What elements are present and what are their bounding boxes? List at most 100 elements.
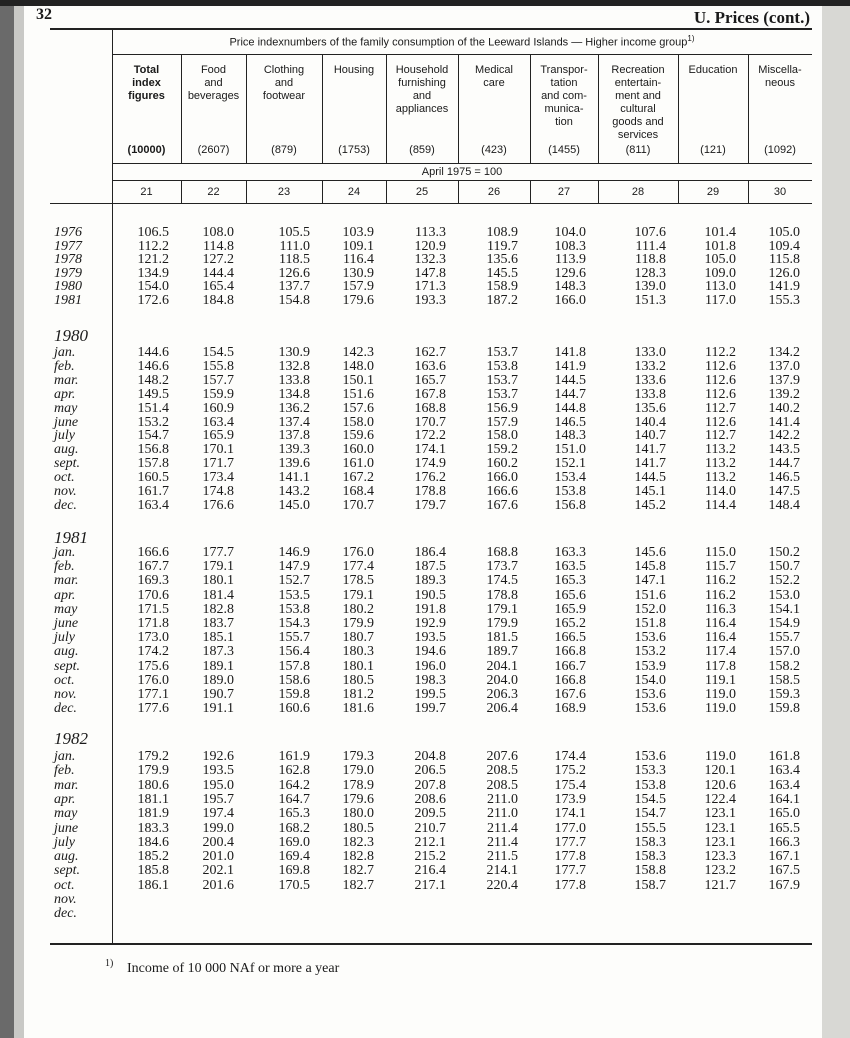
cell: 133.6: [634, 372, 667, 388]
cell: 145.0: [278, 497, 311, 513]
cell: 154.1: [768, 601, 801, 617]
cell: 151.6: [634, 587, 667, 603]
cell: 174.1: [414, 442, 447, 458]
cell: 112.6: [705, 358, 736, 374]
cell: 180.6: [137, 777, 170, 793]
cell: 181.1: [137, 791, 170, 807]
row-label: feb.: [54, 559, 75, 575]
row-label: mar.: [54, 777, 79, 793]
cell: 191.8: [414, 601, 447, 617]
group-heading: 1982: [54, 729, 88, 748]
cell: 147.1: [634, 573, 667, 589]
cell: 171.5: [137, 601, 170, 617]
cell: 180.3: [342, 644, 375, 660]
cell: 109.4: [768, 238, 801, 254]
cell: 145.5: [486, 265, 519, 281]
cell: 185.2: [137, 849, 170, 865]
cell: 175.4: [554, 777, 587, 793]
cell: 105.0: [704, 252, 737, 268]
cell: 163.4: [137, 497, 170, 513]
cell: 174.4: [554, 749, 587, 764]
cell: 115.8: [769, 252, 800, 268]
cell: 115.7: [705, 559, 736, 575]
cell: 182.7: [342, 877, 375, 893]
cell: 146.5: [554, 414, 587, 430]
row-label: dec.: [54, 906, 77, 922]
cell: 178.9: [342, 777, 375, 793]
cell: 181.6: [342, 701, 375, 717]
cell: 158.7: [634, 877, 667, 893]
cell: 197.4: [202, 806, 235, 822]
cell: 182.8: [342, 849, 375, 865]
cell: 144.7: [554, 386, 587, 402]
cell: 179.9: [486, 616, 519, 631]
cell: 180.5: [342, 820, 375, 836]
cell: 112.2: [705, 345, 736, 360]
cell: 113.3: [415, 225, 446, 240]
cell: 154.5: [202, 345, 235, 360]
cell: 199.0: [202, 820, 235, 836]
cell: 140.7: [634, 428, 667, 444]
cell: 166.8: [554, 672, 587, 688]
cell: 114.0: [705, 484, 736, 499]
column-number: 21: [140, 186, 153, 198]
rule: [386, 180, 387, 203]
column-weight: (423): [481, 144, 507, 156]
cell: 159.8: [768, 701, 801, 717]
cell: 128.3: [634, 265, 667, 281]
column-number: 23: [277, 186, 291, 198]
cell: 132.3: [414, 252, 447, 268]
rule: [112, 180, 812, 181]
section-title: U. Prices (cont.): [693, 8, 810, 27]
cell: 187.5: [414, 559, 447, 575]
rule: [458, 55, 459, 163]
row-label: aug.: [54, 849, 79, 865]
cell: 165.6: [554, 587, 587, 603]
cell: 168.8: [486, 545, 519, 560]
column-number: 27: [557, 186, 571, 198]
cell: 143.2: [278, 484, 311, 499]
cell: 167.6: [554, 687, 587, 702]
cell: 158.5: [768, 672, 801, 688]
cell: 114.4: [705, 497, 736, 513]
cell: 165.0: [768, 806, 801, 822]
column-label: Recreation entertain- ment and cultural …: [611, 64, 665, 141]
cell: 160.2: [486, 456, 519, 472]
rule: [458, 180, 459, 203]
cell: 177.8: [554, 849, 587, 865]
cell: 133.8: [634, 386, 667, 402]
cell: 116.4: [705, 630, 736, 646]
cell: 172.2: [414, 428, 447, 444]
cell: 192.9: [414, 616, 447, 631]
cell: 146.5: [768, 470, 801, 486]
cell: 137.7: [278, 279, 311, 295]
cell: 132.8: [278, 358, 311, 374]
cell: 116.4: [705, 616, 736, 631]
cell: 151.4: [137, 400, 170, 416]
cell: 123.1: [704, 834, 737, 850]
cell: 207.6: [486, 749, 519, 764]
cell: 178.8: [486, 587, 519, 603]
rule: [246, 180, 247, 203]
cell: 115.0: [705, 545, 736, 560]
row-label: dec.: [54, 701, 77, 717]
row-label: 1980: [54, 279, 82, 295]
cell: 202.1: [202, 863, 235, 879]
cell: 165.7: [414, 372, 447, 388]
cell: 174.2: [137, 644, 170, 660]
cell: 157.8: [137, 456, 170, 472]
cell: 144.6: [137, 345, 170, 360]
rule: [50, 28, 812, 30]
cell: 146.6: [137, 358, 170, 374]
row-label: 1978: [54, 252, 82, 268]
cell: 173.7: [486, 559, 519, 575]
cell: 175.2: [554, 763, 587, 779]
cell: 101.4: [704, 225, 737, 240]
cell: 206.3: [486, 687, 519, 702]
cell: 165.5: [768, 820, 801, 836]
cell: 159.3: [768, 687, 801, 702]
row-label: jan.: [54, 749, 76, 764]
cell: 163.6: [414, 358, 447, 374]
cell: 158.8: [634, 863, 667, 879]
cell: 182.3: [342, 834, 375, 850]
